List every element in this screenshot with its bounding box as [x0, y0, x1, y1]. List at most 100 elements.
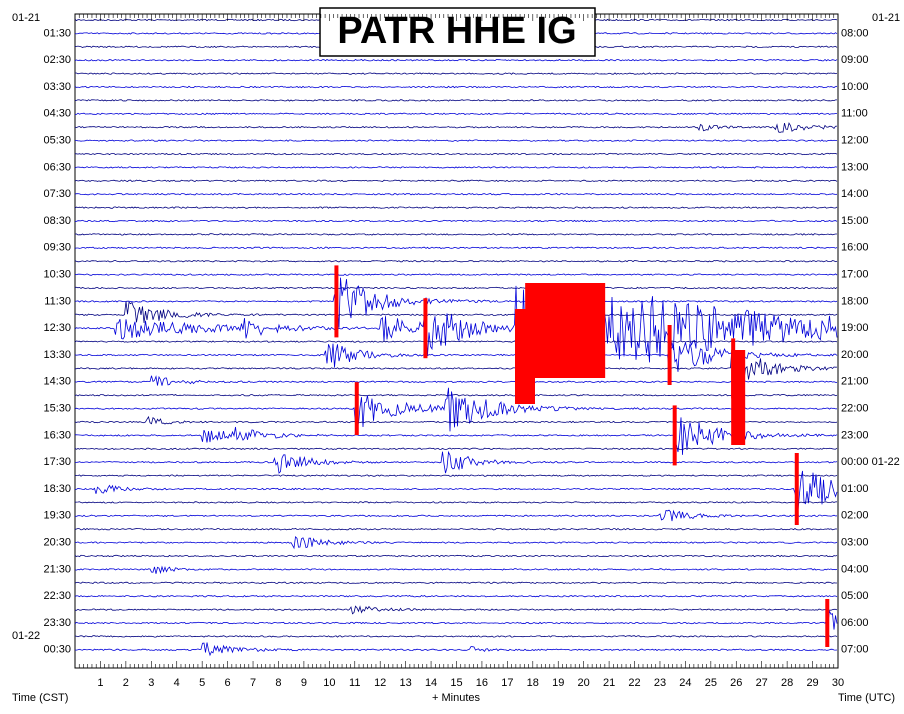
left-time-label: 11:30	[44, 295, 71, 307]
left-time-label: 10:30	[43, 269, 71, 281]
trace	[75, 417, 838, 455]
minute-label: 10	[323, 677, 335, 689]
title-box	[319, 7, 596, 57]
left-time-label: 23:30	[43, 617, 71, 629]
minute-label: 24	[679, 677, 691, 689]
right-time-label: 09:00	[841, 54, 869, 66]
clipped-signal	[794, 453, 799, 525]
left-time-label: 14:30	[43, 376, 71, 388]
trace	[74, 554, 838, 558]
left-time-label: 12:30	[43, 322, 71, 334]
trace	[74, 179, 838, 182]
minute-label: 7	[250, 677, 256, 689]
clipped-signal	[825, 599, 830, 647]
right-time-label: 23:00	[841, 429, 869, 441]
clipped-signal	[672, 405, 677, 466]
trace	[74, 122, 838, 133]
trace	[74, 474, 838, 477]
trace	[74, 565, 838, 575]
trace	[74, 635, 838, 638]
minute-label: 29	[806, 677, 818, 689]
trace	[74, 347, 838, 382]
minute-label: 15	[450, 677, 462, 689]
right-time-label: 20:00	[841, 349, 869, 361]
right-time-label: 21:00	[841, 376, 869, 388]
trace	[75, 286, 838, 290]
right-time-label: 12:00	[841, 135, 869, 147]
trace	[74, 375, 838, 386]
trace	[74, 260, 838, 263]
left-time-label: 01:30	[43, 27, 71, 39]
left-time-label: 08:30	[43, 215, 71, 227]
clipped-signal	[731, 350, 746, 445]
trace	[74, 342, 838, 372]
minute-label: 6	[225, 677, 231, 689]
trace	[74, 509, 838, 522]
left-time-label: 20:30	[43, 537, 71, 549]
trace	[75, 301, 838, 323]
clipped-signal	[334, 265, 339, 338]
right-time-label: 18:00	[841, 295, 869, 307]
left-time-label: 02:30	[43, 54, 71, 66]
minute-label: 21	[603, 677, 615, 689]
minute-label: 13	[400, 677, 412, 689]
footer-label: + Minutes	[432, 692, 480, 704]
trace	[74, 594, 838, 598]
traces	[74, 18, 838, 657]
minute-label: 1	[97, 677, 103, 689]
clipped-signal	[525, 283, 606, 378]
left-time-label: 15:30	[43, 403, 71, 415]
minute-label: 8	[275, 677, 281, 689]
trace	[74, 112, 838, 116]
right-time-label: 01:00	[841, 483, 869, 495]
date-label: 01-21	[12, 12, 40, 24]
trace	[74, 581, 837, 585]
trace	[74, 527, 838, 531]
minute-label: 5	[199, 677, 205, 689]
right-time-label: 14:00	[841, 188, 869, 200]
minute-label: 16	[476, 677, 488, 689]
trace	[74, 415, 838, 425]
right-time-label: 06:00	[841, 617, 869, 629]
date-label: 01-22	[12, 630, 40, 642]
trace	[74, 206, 838, 209]
trace	[74, 58, 838, 62]
clipped-signal	[667, 325, 672, 385]
trace	[74, 535, 838, 550]
right-time-label: 13:00	[841, 161, 869, 173]
minute-label: 26	[730, 677, 742, 689]
date-label: 01-21	[872, 12, 900, 24]
trace	[74, 273, 838, 276]
trace	[74, 605, 838, 615]
minute-label: 22	[628, 677, 640, 689]
minute-label: 2	[123, 677, 129, 689]
trace	[75, 152, 838, 156]
right-time-label: 07:00	[841, 644, 869, 656]
left-time-label: 19:30	[43, 510, 71, 522]
left-time-label: 22:30	[43, 590, 71, 602]
left-time-label: 18:30	[43, 483, 71, 495]
trace	[74, 233, 837, 236]
minute-label: 11	[349, 677, 360, 689]
trace	[74, 99, 837, 102]
left-time-label: 16:30	[43, 429, 71, 441]
trace	[74, 642, 838, 657]
minute-label: 12	[374, 677, 386, 689]
trace	[74, 501, 838, 504]
right-time-label: 03:00	[841, 537, 869, 549]
right-time-label: 04:00	[841, 563, 869, 575]
right-time-label: 19:00	[841, 322, 869, 334]
left-time-label: 21:30	[43, 563, 71, 575]
right-time-label: 08:00	[841, 27, 869, 39]
trace	[74, 192, 838, 196]
trace	[74, 277, 838, 328]
left-time-label: 03:30	[43, 81, 71, 93]
trace	[74, 447, 838, 450]
right-time-label: 22:00	[841, 403, 869, 415]
minute-label: 17	[501, 677, 513, 689]
trace	[74, 85, 838, 89]
right-time-label: 10:00	[841, 81, 869, 93]
clipped-signal	[423, 298, 428, 359]
footer-label: Time (UTC)	[838, 692, 895, 704]
